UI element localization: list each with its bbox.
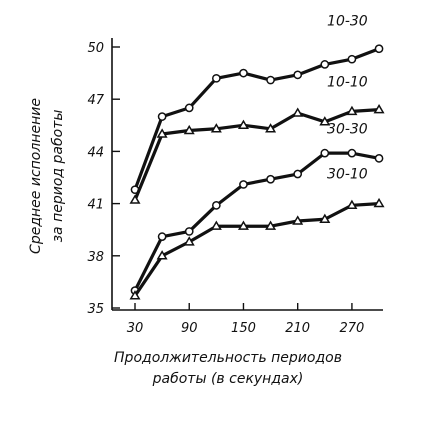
- data-point: [374, 154, 384, 163]
- y-tick-label: 44: [87, 145, 104, 160]
- x-tick-label: 90: [181, 321, 198, 336]
- series-10-10: [129, 103, 385, 204]
- data-point: [346, 105, 358, 116]
- data-point: [347, 54, 357, 64]
- series-line: [133, 202, 380, 297]
- data-point: [319, 213, 331, 223]
- series-label: 30-30: [327, 121, 368, 137]
- data-point: [373, 103, 385, 114]
- data-point: [239, 68, 248, 78]
- series-line: [133, 108, 380, 201]
- data-point: [156, 250, 168, 260]
- data-point: [373, 197, 385, 208]
- data-point: [266, 174, 275, 184]
- data-point: [210, 123, 222, 133]
- data-point: [156, 128, 168, 138]
- series-line: [133, 151, 380, 292]
- data-point: [184, 227, 194, 236]
- data-point: [265, 123, 277, 133]
- series-label: 10-10: [327, 75, 368, 91]
- data-point: [211, 73, 221, 83]
- data-point: [346, 199, 358, 210]
- data-point: [157, 232, 167, 242]
- data-point: [237, 220, 249, 230]
- series-line: [133, 47, 380, 191]
- data-point: [320, 148, 330, 158]
- data-point: [183, 236, 195, 246]
- x-axis-label: Продолжительность периодов: [114, 350, 342, 366]
- y-tick-label: 38: [87, 250, 104, 265]
- y-axis-label: за период работы: [50, 110, 66, 243]
- data-point: [210, 220, 222, 230]
- data-point: [292, 107, 304, 117]
- series-10-30: [130, 44, 384, 195]
- y-axis-label: Среднее исполнение: [28, 98, 44, 254]
- data-point: [129, 290, 141, 300]
- series-30-30: [130, 148, 384, 295]
- y-tick-label: 35: [87, 302, 104, 317]
- data-point: [374, 44, 384, 54]
- data-point: [319, 116, 331, 126]
- chart-axes: 35 38 41 44 47 50 30 90 150 210 270: [87, 38, 383, 336]
- data-point: [293, 70, 303, 80]
- x-tick-label: 150: [231, 321, 256, 336]
- data-point: [347, 148, 357, 158]
- y-tick-label: 50: [87, 41, 104, 56]
- data-point: [237, 119, 249, 129]
- x-tick-label: 210: [285, 321, 310, 336]
- chart-series: [129, 44, 385, 300]
- data-point: [266, 75, 275, 85]
- series-label: 10-30: [327, 14, 368, 30]
- data-point: [293, 169, 303, 179]
- chart-labels: Продолжительность периодов работы (в секу…: [28, 14, 368, 387]
- x-axis-label: работы (в секундах): [152, 371, 304, 387]
- x-tick-label: 30: [127, 321, 144, 336]
- data-point: [184, 103, 194, 113]
- y-tick-label: 47: [87, 93, 104, 108]
- y-tick-label: 41: [87, 198, 104, 213]
- data-point: [265, 220, 277, 230]
- data-point: [320, 60, 330, 69]
- data-point: [157, 112, 167, 121]
- data-point: [183, 124, 195, 135]
- x-tick-label: 270: [340, 321, 365, 336]
- data-point: [129, 194, 141, 204]
- data-point: [211, 200, 221, 210]
- data-point: [239, 180, 248, 189]
- series-label: 30-10: [327, 167, 368, 183]
- series-30-10: [129, 197, 385, 300]
- data-point: [292, 215, 304, 225]
